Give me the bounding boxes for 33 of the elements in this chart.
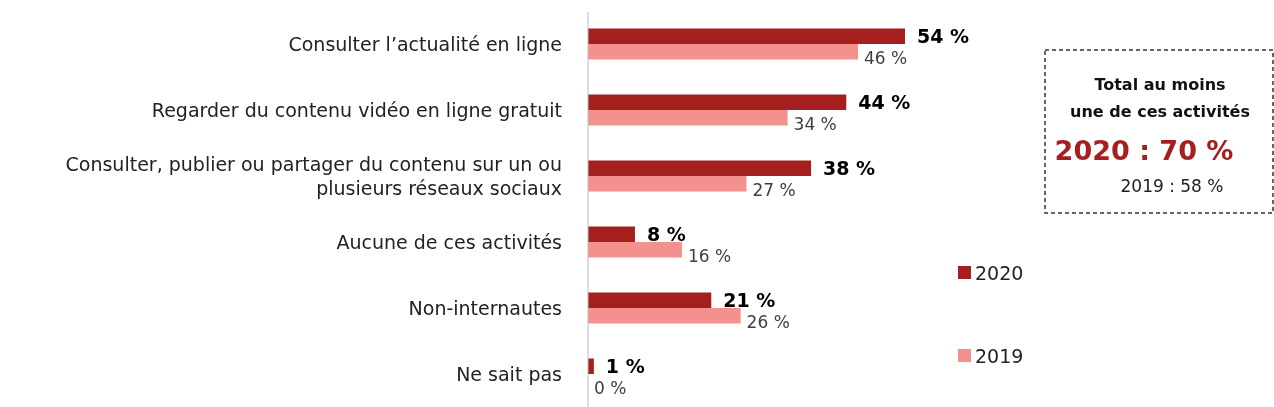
text: 2020 : 70 % [1054,135,1234,166]
legend-label: 2020 [975,261,1024,284]
data-label: 1 % [605,354,645,377]
bar [588,176,747,192]
y-tick-label: Non-internautes [408,296,562,319]
data-label: 38 % [823,156,876,179]
bar [588,94,847,110]
bar [588,308,741,324]
data-label: 46 % [864,47,908,68]
y-tick-label: Consulter, publier ou partager du contenu sur un ou plusieurs réseaux sociaux [65,152,562,199]
y-tick-label: Ne sait pas [456,362,562,385]
y-tick-label: Regarder du contenu vidéo en ligne gratuit [151,98,562,121]
bar [588,160,812,176]
text: Total au moins une de ces activités [1070,75,1250,121]
data-label: 44 % [858,90,911,113]
bar [588,292,712,308]
data-label: 26 % [746,311,790,332]
bar [588,242,682,258]
data-label: 54 % [916,24,970,47]
data-label: 16 % [687,245,732,266]
bar [588,28,905,44]
data-label: 34 % [793,113,837,134]
data-label: 27 % [752,179,796,200]
data-label: 8 % [646,222,686,245]
bar [588,44,859,60]
y-tick-label: Aucune de ces activités [336,230,562,253]
y-tick-label: Consulter l’actualité en ligne [288,32,562,55]
legend-label: 2019 [975,344,1024,367]
text: 2019 : 58 % [1120,176,1224,196]
data-label: 21 % [723,288,776,311]
bar [588,226,635,242]
data-label: 0 % [594,377,627,398]
bar [588,110,788,126]
